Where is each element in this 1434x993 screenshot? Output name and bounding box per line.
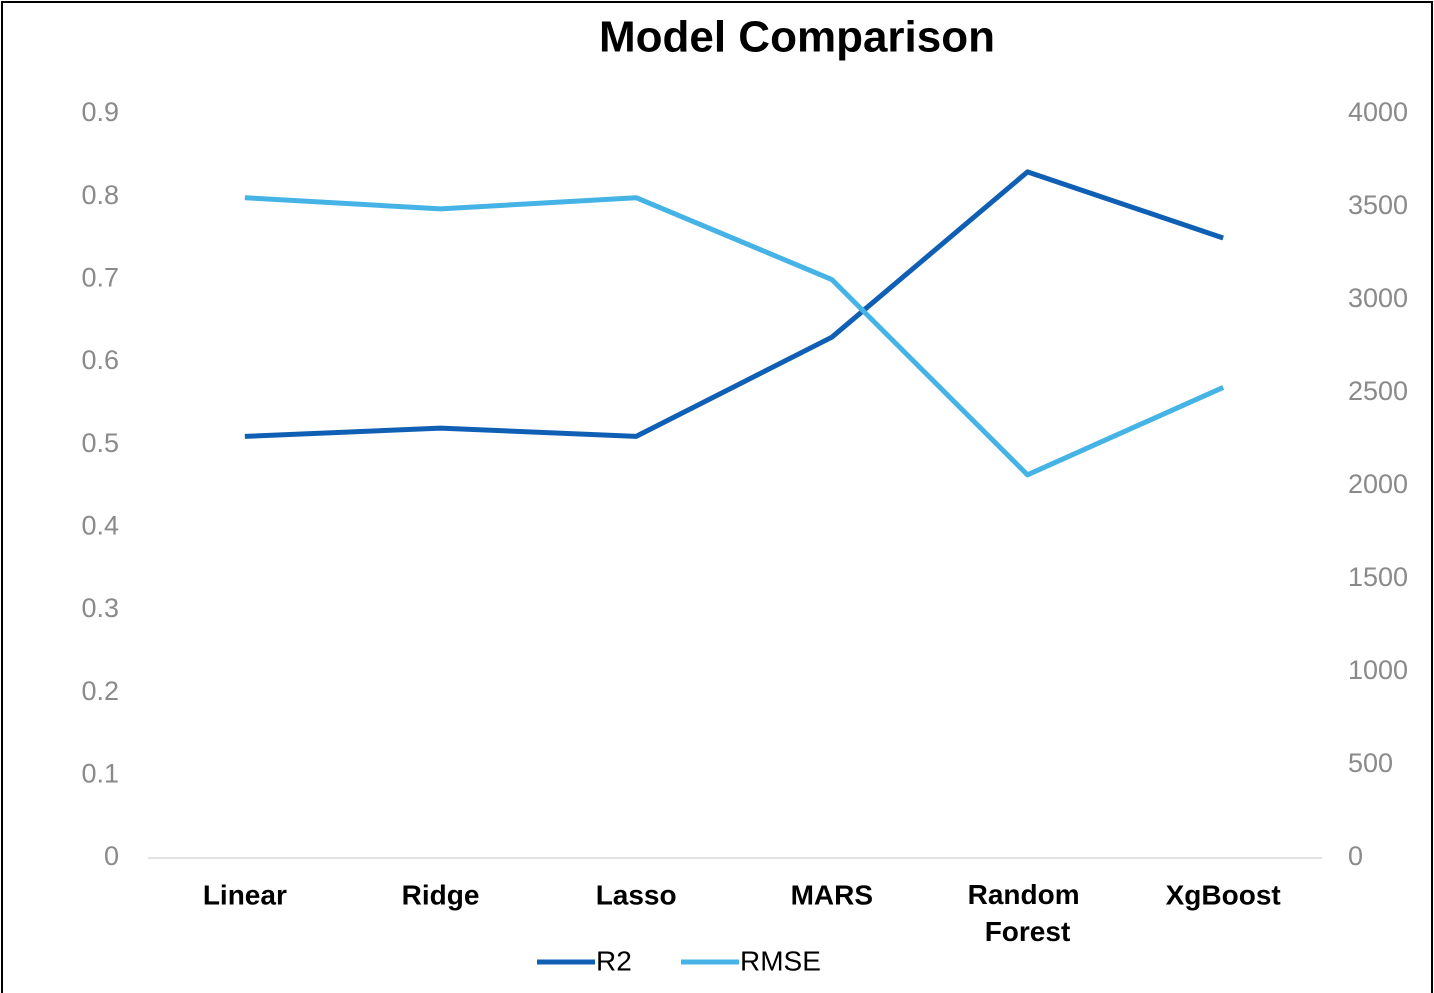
x-tick-label: Lasso	[596, 879, 677, 910]
x-tick-label: Ridge	[402, 879, 480, 910]
chart-title: Model Comparison	[599, 13, 995, 62]
legend-label: RMSE	[740, 945, 821, 976]
y2-tick-label: 3000	[1348, 283, 1408, 313]
y2-tick-label: 4000	[1348, 97, 1408, 127]
y-tick-label: 0	[104, 841, 119, 871]
y-tick-label: 0.6	[81, 345, 119, 375]
legend-label: R2	[596, 945, 632, 976]
y2-tick-label: 500	[1348, 748, 1393, 778]
y-tick-label: 0.7	[81, 262, 119, 292]
y2-tick-label: 1000	[1348, 655, 1408, 685]
data-line	[244, 195, 1225, 478]
y-tick-label: 0.9	[81, 97, 119, 127]
y-tick-label: 0.3	[81, 593, 119, 623]
x-tick-label: XgBoost	[1166, 879, 1281, 910]
y-tick-label: 0.4	[81, 510, 119, 540]
x-tick-label: MARS	[791, 879, 873, 910]
y-tick-label: 0.5	[81, 428, 119, 458]
y-tick-label: 0.2	[81, 676, 119, 706]
y2-tick-label: 3500	[1348, 190, 1408, 220]
y2-tick-label: 0	[1348, 841, 1363, 871]
y2-tick-label: 1500	[1348, 562, 1408, 592]
y2-tick-label: 2000	[1348, 469, 1408, 499]
x-tick-label: Random Forest	[968, 879, 1088, 947]
x-tick-label: Linear	[203, 879, 287, 910]
data-line	[244, 169, 1224, 439]
y2-tick-label: 2500	[1348, 376, 1408, 406]
y-tick-label: 0.1	[81, 758, 119, 788]
y-tick-label: 0.8	[81, 180, 119, 210]
